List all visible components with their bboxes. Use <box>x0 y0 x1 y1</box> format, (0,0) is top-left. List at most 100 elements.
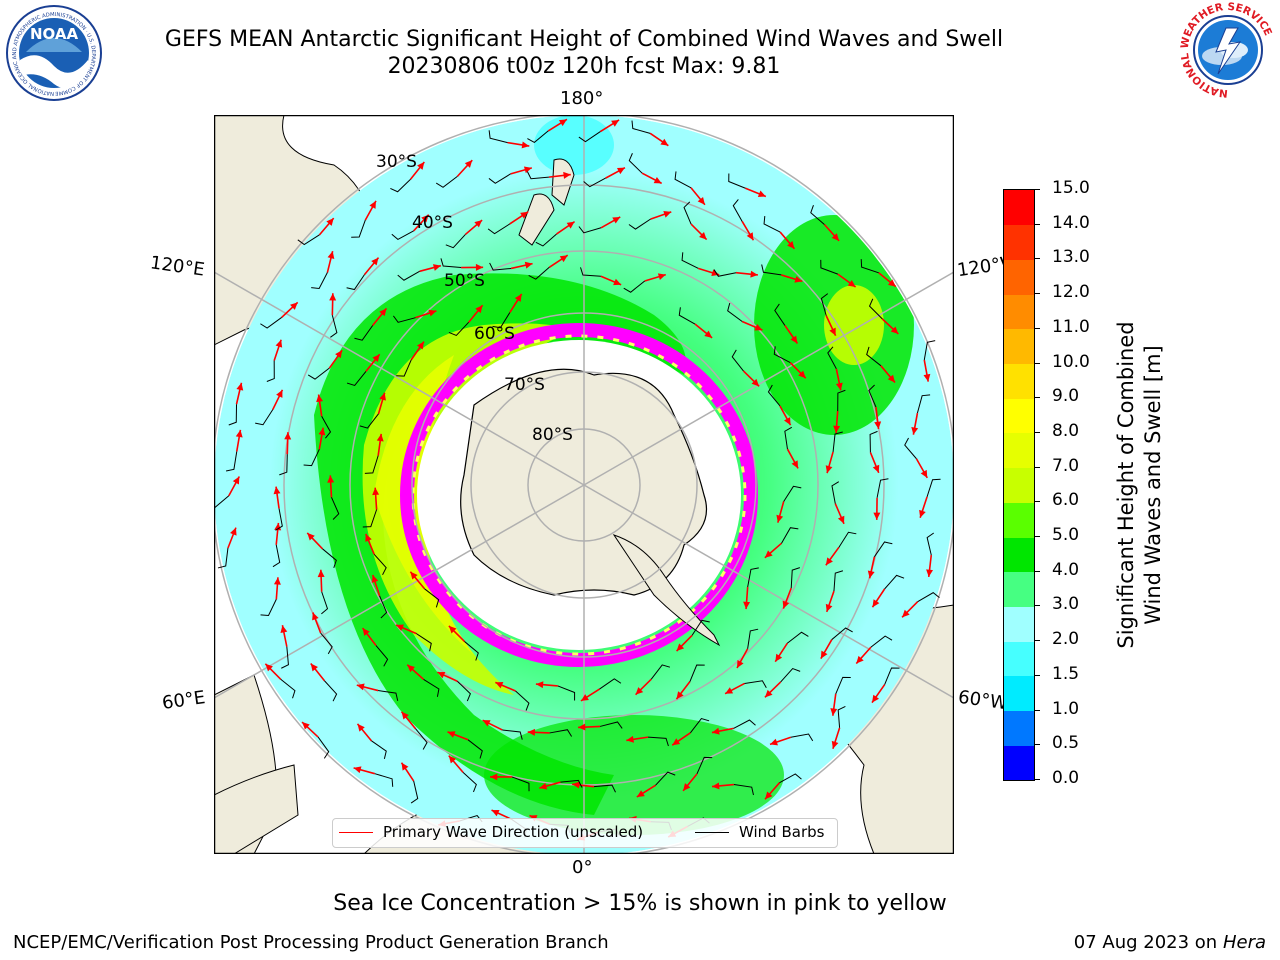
wind-barb <box>303 449 320 467</box>
wind-barb <box>733 719 756 729</box>
lon-label-0: 0° <box>572 857 593 878</box>
wave-arrow-head <box>523 166 532 174</box>
wave-arrow-head <box>275 339 283 348</box>
wind-barb <box>359 413 379 429</box>
wind-barb <box>415 728 428 750</box>
wind-barb <box>279 454 288 476</box>
legend-item-wave-direction: Primary Wave Direction (unscaled) <box>339 823 643 841</box>
wave-arrow-head <box>830 708 838 716</box>
colorbar-tick-label: 12.0 <box>1052 282 1090 303</box>
wave-arrow-head <box>757 190 766 198</box>
wind-barb <box>535 233 557 247</box>
wave-arrow-head <box>326 218 334 226</box>
wave-arrow-head <box>372 487 380 496</box>
wave-arrow-head <box>566 221 575 229</box>
colorbar-tick-mark <box>1034 536 1040 538</box>
wave-arrow-head <box>365 533 372 542</box>
colorbar <box>1003 189 1035 781</box>
colorbar-tick-mark <box>1034 431 1040 433</box>
wind-barb <box>763 215 781 233</box>
wind-barb <box>820 259 838 275</box>
wave-arrow-head <box>676 691 684 700</box>
colorbar-segment <box>1004 432 1034 469</box>
colorbar-tick-label: 14.0 <box>1052 212 1090 233</box>
map-frame <box>214 115 954 854</box>
colorbar-tick-mark <box>1034 362 1040 364</box>
wave-arrow-head <box>704 330 713 338</box>
wave-arrow-head <box>376 433 384 442</box>
wind-barb <box>528 266 550 280</box>
wind-barb <box>761 264 782 276</box>
wave-arrow-head <box>902 609 910 618</box>
wave-arrow-head <box>923 373 931 382</box>
wind-barb <box>713 269 737 277</box>
wave-cell-low <box>534 115 614 175</box>
colorbar-tick-mark <box>1034 258 1040 260</box>
legend-swatch-barbs <box>695 831 729 833</box>
colorbar-segment <box>1004 606 1034 642</box>
wave-arrow-head <box>833 425 841 434</box>
wind-barb <box>260 317 282 329</box>
wind-barb <box>275 508 283 531</box>
wave-arrow-head <box>635 687 644 695</box>
wind-barb <box>549 729 573 737</box>
wind-barb <box>873 541 893 558</box>
colorbar-tick-label: 1.5 <box>1052 663 1080 684</box>
wind-barb <box>648 736 669 747</box>
wave-arrow-head <box>825 557 833 566</box>
wave-arrow-head <box>775 653 783 662</box>
wind-barb <box>578 226 602 234</box>
wind-barb <box>354 325 374 341</box>
wind-barb <box>838 531 857 548</box>
colorbar-tick-label: 4.0 <box>1052 559 1080 580</box>
wave-arrow-head <box>874 421 882 429</box>
footer-source: NCEP/EMC/Verification Post Processing Pr… <box>13 932 609 953</box>
wind-barb <box>790 567 800 589</box>
wind-barb <box>599 678 622 690</box>
wave-arrow-head <box>521 141 530 149</box>
wave-arrow-head <box>872 599 880 608</box>
wave-arrow-head <box>831 233 840 241</box>
wave-arrow-head <box>611 119 620 127</box>
wind-barb <box>266 360 275 382</box>
wave-arrow-head <box>711 727 720 735</box>
wave-arrow-head <box>764 689 773 698</box>
wave-arrow-head <box>926 569 934 577</box>
colorbar-segment <box>1004 190 1034 226</box>
wind-barb <box>321 591 329 615</box>
wave-arrow-head <box>776 514 784 523</box>
wave-arrow-head <box>750 270 758 278</box>
wind-barb <box>379 595 388 619</box>
wind-barb <box>926 478 941 498</box>
lat-label-40s: 40°S <box>412 213 453 233</box>
wave-arrow-head <box>626 735 634 743</box>
wave-arrow-head <box>887 374 896 383</box>
wave-arrow-head <box>232 476 240 485</box>
wave-arrow-head <box>327 251 335 259</box>
wind-barb <box>281 646 289 669</box>
polar-map <box>214 115 954 854</box>
wind-barb <box>346 274 365 291</box>
wave-arrow-head <box>437 671 446 679</box>
wave-arrow-head <box>417 162 425 170</box>
lat-label-60s: 60°S <box>474 324 515 344</box>
wind-barb <box>832 431 843 452</box>
wave-arrow-head <box>765 791 773 800</box>
colorbar-tick-mark <box>1034 397 1040 399</box>
wave-arrow-head <box>847 279 856 288</box>
colorbar-segment <box>1004 571 1034 607</box>
wave-arrow-head <box>280 625 288 633</box>
wave-arrow-head <box>563 171 571 179</box>
wind-barb <box>311 272 328 290</box>
wave-arrow-head <box>825 603 833 612</box>
wave-arrow-head <box>653 176 662 184</box>
wave-arrow-head <box>273 577 281 585</box>
wave-arrow-head <box>890 326 899 334</box>
wind-barb <box>351 219 366 238</box>
colorbar-segment <box>1004 710 1034 746</box>
colorbar-tick-label: 0.5 <box>1052 733 1080 754</box>
wind-barb <box>869 430 878 453</box>
sea-ice-note: Sea Ice Concentration > 15% is shown in … <box>333 891 947 916</box>
wave-arrow-head <box>725 687 734 694</box>
wind-barb <box>773 346 791 364</box>
